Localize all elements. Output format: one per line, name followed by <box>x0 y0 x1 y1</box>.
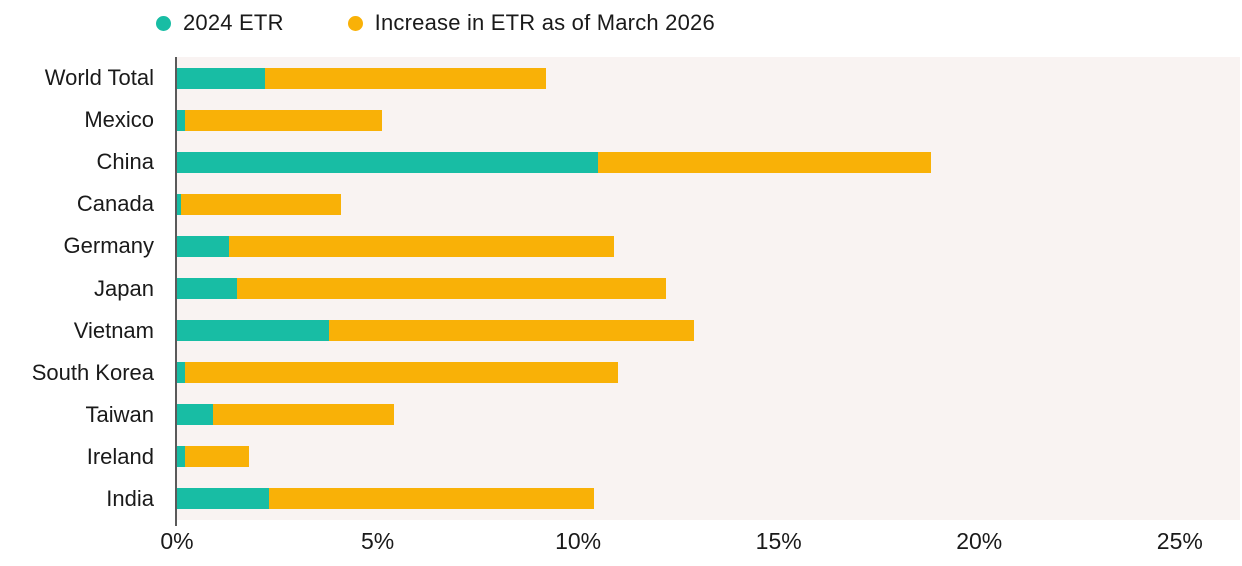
bar-row <box>177 225 1240 267</box>
category-label: Taiwan <box>85 401 154 427</box>
legend-dot-teal-icon <box>156 15 171 31</box>
x-tick-label: 20% <box>956 528 1003 554</box>
bar-segment-increase <box>181 193 342 215</box>
bar-segment-2024-etr <box>177 151 599 173</box>
category-label: Japan <box>94 275 154 301</box>
bar-segment-increase <box>329 320 695 342</box>
bar-segment-2024-etr <box>177 404 214 426</box>
legend-dot-orange-icon <box>347 15 363 31</box>
bar-row <box>177 436 1240 478</box>
legend-item-2024-etr: 2024 ETR <box>156 10 284 36</box>
bar-segment-2024-etr <box>177 67 266 89</box>
bar-row <box>177 57 1240 99</box>
bar-segment-increase <box>229 235 615 257</box>
category-label: Mexico <box>84 107 154 133</box>
chart-legend: 2024 ETR Increase in ETR as of March 202… <box>156 10 715 36</box>
bar-segment-increase <box>185 109 382 131</box>
bar-segment-2024-etr <box>177 193 181 215</box>
plot-area <box>177 57 1240 520</box>
bar-segment-increase <box>237 278 667 300</box>
bar-segment-increase <box>185 362 619 384</box>
category-label: South Korea <box>31 359 154 385</box>
bar-segment-2024-etr <box>177 320 330 342</box>
bar-row <box>177 478 1240 520</box>
bar-row <box>177 394 1240 436</box>
legend-item-increase: Increase in ETR as of March 2026 <box>347 10 715 36</box>
bar-segment-2024-etr <box>177 109 186 131</box>
x-tick-label: 0% <box>160 528 194 554</box>
bar-segment-increase <box>265 67 547 89</box>
category-label: India <box>106 485 154 511</box>
bar-row <box>177 352 1240 394</box>
category-label: Germany <box>63 233 154 259</box>
bar-segment-2024-etr <box>177 488 270 510</box>
category-label: China <box>96 149 154 175</box>
bar-row <box>177 310 1240 352</box>
x-tick-label: 10% <box>555 528 602 554</box>
bar-segment-2024-etr <box>177 278 238 300</box>
category-label: Canada <box>76 191 154 217</box>
legend-label-2024-etr: 2024 ETR <box>183 10 284 35</box>
bar-segment-2024-etr <box>177 235 230 257</box>
bar-row <box>177 267 1240 309</box>
bar-segment-increase <box>598 151 932 173</box>
category-label: Vietnam <box>73 317 154 343</box>
bar-row <box>177 141 1240 183</box>
x-tick-label: 5% <box>360 528 395 554</box>
bar-row <box>177 99 1240 141</box>
bar-segment-increase <box>269 488 595 510</box>
x-axis-tick-labels: 0% 5% 10% 15% 20% 25% <box>160 528 1240 562</box>
y-axis-category-labels: World Total Mexico China Canada Germany Japan… <box>0 57 165 520</box>
category-label: Ireland <box>86 443 154 469</box>
bar-segment-increase <box>185 446 250 468</box>
category-label: World Total <box>44 65 154 91</box>
y-axis-line <box>175 57 177 526</box>
bar-segment-increase <box>213 404 394 426</box>
bar-segment-2024-etr <box>177 446 186 468</box>
legend-label-increase: Increase in ETR as of March 2026 <box>374 10 715 35</box>
x-tick-label: 25% <box>1156 528 1203 554</box>
x-tick-label: 15% <box>755 528 802 554</box>
bar-row <box>177 183 1240 225</box>
bar-segment-2024-etr <box>177 362 186 384</box>
